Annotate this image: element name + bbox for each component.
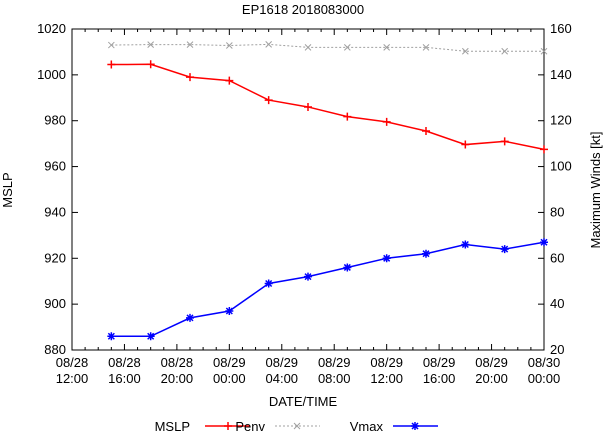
x-tick-label: 08/29 xyxy=(423,355,456,370)
plot-frame xyxy=(71,28,545,351)
data-point-mslp xyxy=(186,73,194,82)
x-tick-label: 12:00 xyxy=(56,371,89,386)
legend-marker-vmax xyxy=(411,422,419,430)
data-point-penv xyxy=(107,41,115,49)
x-tick-label: 00:00 xyxy=(528,371,561,386)
x-tick-label: 08/29 xyxy=(213,355,246,370)
x-tick-label: 08/29 xyxy=(475,355,508,370)
data-point-penv xyxy=(343,43,351,51)
y2-tick-label: 60 xyxy=(550,250,564,265)
data-point-vmax xyxy=(264,279,273,288)
data-point-mslp xyxy=(343,112,352,121)
series-line-vmax xyxy=(111,241,545,337)
data-point-mslp xyxy=(422,127,430,136)
y-tick-label: 900 xyxy=(44,296,66,311)
y2-tick-label: 140 xyxy=(550,67,572,82)
legend-label-penv: Penv xyxy=(235,419,265,432)
y2-tick-label: 80 xyxy=(550,204,564,219)
data-point-penv xyxy=(225,42,233,49)
x-tick-label: 00:00 xyxy=(213,371,246,386)
data-point-vmax xyxy=(107,332,116,341)
data-point-mslp xyxy=(382,117,391,126)
data-point-vmax xyxy=(304,272,312,281)
data-point-mslp xyxy=(304,102,312,111)
y2-tick-label: 120 xyxy=(550,113,572,128)
data-point-mslp xyxy=(540,145,548,154)
data-point-vmax xyxy=(540,238,548,247)
data-point-vmax xyxy=(343,263,352,272)
legend-marker-mslp xyxy=(224,422,232,430)
data-point-vmax xyxy=(146,332,155,341)
data-point-penv xyxy=(186,41,194,48)
legend-label-mslp: MSLP xyxy=(155,419,190,432)
x-tick-label: 08/29 xyxy=(318,355,351,370)
data-point-penv xyxy=(501,47,509,55)
y2-tick-label: 40 xyxy=(550,296,564,311)
x-tick-label: 08/29 xyxy=(266,355,299,370)
data-point-mslp xyxy=(500,137,509,146)
data-point-vmax xyxy=(461,240,470,249)
legend-marker-penv xyxy=(293,422,301,430)
x-tick-label: 08/28 xyxy=(108,355,141,370)
x-tick-label: 04:00 xyxy=(266,371,299,386)
x-tick-label: 08/29 xyxy=(370,355,403,370)
y-tick-label: 1000 xyxy=(37,67,66,82)
data-point-penv xyxy=(265,41,273,48)
series-line-penv xyxy=(111,43,544,52)
y-tick-label: 920 xyxy=(44,250,66,265)
data-point-penv xyxy=(461,47,469,55)
data-point-vmax xyxy=(225,307,234,316)
y-axis-label: MSLP xyxy=(0,172,15,207)
data-point-mslp xyxy=(461,140,470,149)
data-point-penv xyxy=(304,43,312,51)
x-tick-label: 12:00 xyxy=(370,371,403,386)
chart-title: EP1618 2018083000 xyxy=(242,2,364,17)
y2-axis-label: Maximum Winds [kt] xyxy=(588,131,603,248)
data-point-penv xyxy=(422,43,430,51)
data-point-mslp xyxy=(146,60,155,69)
y-tick-label: 980 xyxy=(44,113,66,128)
y2-tick-label: 160 xyxy=(550,21,572,36)
data-point-vmax xyxy=(500,245,509,254)
x-tick-label: 08/30 xyxy=(528,355,561,370)
legend-label-vmax: Vmax xyxy=(350,419,384,432)
data-point-penv xyxy=(383,43,391,51)
y-tick-label: 960 xyxy=(44,159,66,174)
y-tick-label: 880 xyxy=(44,342,66,357)
data-point-penv xyxy=(147,41,155,48)
x-tick-label: 08/28 xyxy=(56,355,89,370)
data-point-mslp xyxy=(225,76,234,85)
x-axis-label: DATE/TIME xyxy=(269,394,338,409)
y2-tick-label: 20 xyxy=(550,342,564,357)
x-tick-label: 08/28 xyxy=(161,355,194,370)
x-tick-label: 08:00 xyxy=(318,371,351,386)
data-point-vmax xyxy=(422,249,430,258)
x-tick-label: 16:00 xyxy=(423,371,456,386)
x-tick-label: 20:00 xyxy=(161,371,194,386)
x-tick-label: 16:00 xyxy=(108,371,141,386)
x-tick-label: 20:00 xyxy=(475,371,508,386)
data-point-vmax xyxy=(186,313,194,322)
data-point-penv xyxy=(540,47,548,55)
data-point-vmax xyxy=(382,254,391,263)
y2-tick-label: 100 xyxy=(550,159,572,174)
data-point-mslp xyxy=(107,60,116,69)
data-point-mslp xyxy=(264,96,273,105)
y-tick-label: 940 xyxy=(44,204,66,219)
y-tick-label: 1020 xyxy=(37,21,66,36)
series-line-mslp xyxy=(111,63,545,151)
